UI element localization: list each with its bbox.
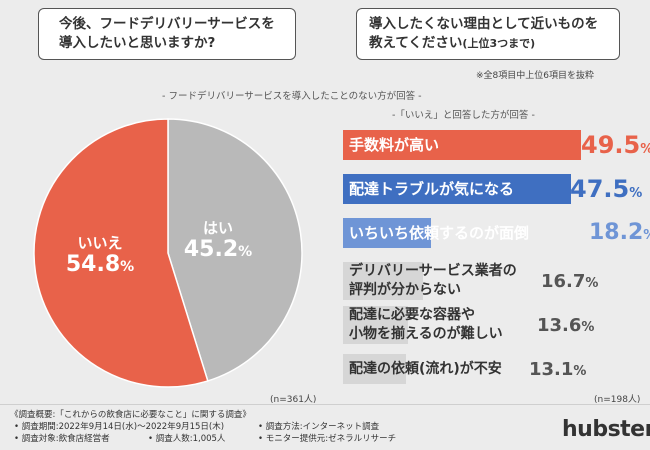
hubster-logo: hubster: [562, 417, 650, 442]
bar-row: 配達の依頼(流れ)が不安 13.1%: [343, 354, 643, 384]
bar-value-number: 47.5: [570, 175, 630, 204]
question-bubble-left: 今後、フードデリバリーサービスを 導入したいと思いますか?: [38, 8, 296, 60]
footer-method: • 調査方法:インターネット調査: [258, 422, 380, 432]
bar-row: 配達トラブルが気になる 47.5%: [343, 174, 643, 204]
question-left-line1: 今後、フードデリバリーサービスを: [59, 16, 275, 32]
bar-label: デリバリーサービス業者の 評判が分からない: [349, 262, 517, 300]
bar-value-unit: %: [643, 228, 650, 243]
bar-value-number: 49.5: [581, 131, 641, 160]
question-right-line2: 教えてください: [369, 35, 463, 51]
bar-value-unit: %: [640, 142, 650, 157]
bar-row: 手数料が高い 49.5%: [343, 130, 650, 160]
pie-slice-yes: [167, 118, 303, 382]
bar-value-unit: %: [629, 186, 643, 202]
bar-value-unit: %: [581, 319, 595, 335]
bar-label-line1: いちいち依頼するのが面倒: [349, 223, 530, 242]
footer-period: • 調査期間:2022年9月14日(水)〜2022年9月15日(木): [14, 422, 225, 432]
bar-row: いちいち依頼するのが面倒 18.2%: [343, 218, 650, 248]
pie-label-yes: はい 45.2%: [178, 219, 258, 263]
bar-value-unit: %: [585, 275, 599, 291]
bar: [343, 130, 581, 160]
question-bubble-right: 導入したくない理由として近いものを 教えてください(上位3つまで): [356, 8, 620, 60]
bar-value: 16.7%: [541, 271, 598, 292]
bar: [343, 174, 572, 204]
bar-value-number: 13.1: [529, 358, 574, 380]
pie-label-yes-name: はい: [202, 219, 233, 237]
footer-count: • 調査人数:1,005人: [148, 434, 226, 444]
question-left-line2: 導入したいと思いますか?: [59, 35, 216, 51]
bar-label-line1: デリバリーサービス業者の: [349, 263, 517, 279]
bar-label: 配達に必要な容器や小物を揃えるのが難しい: [349, 306, 503, 344]
bar-label: いちいち依頼するのが面倒: [349, 224, 529, 243]
question-right-sub: (上位3つまで): [462, 37, 536, 50]
pie-label-no-unit: %: [120, 259, 135, 276]
bar-label-line2: 小物を揃えるのが難しい: [349, 326, 503, 342]
bar: [343, 218, 431, 248]
bar-value-number: 18.2: [589, 220, 644, 246]
bar-value-unit: %: [573, 363, 587, 379]
bar-value: 13.1%: [529, 359, 586, 380]
bar-label: 配達トラブルが気になる: [349, 180, 514, 199]
header-bars: -「いいえ」と回答した方が回答 -: [392, 110, 535, 121]
bar: [343, 306, 409, 344]
question-right-line1: 導入したくない理由として近いものを: [369, 16, 599, 32]
bar-label-line1: 手数料が高い: [349, 135, 440, 154]
bar-value: 47.5%: [570, 175, 642, 203]
n-pie: (n=361人): [270, 395, 317, 405]
bar-value-number: 16.7: [541, 270, 586, 292]
footer-provider: • モニター提供元:ゼネラルリサーチ: [258, 434, 397, 444]
footer-divider: [0, 404, 650, 405]
note-top: ※全8項目中上位6項目を抜粋: [476, 71, 594, 81]
bar-value: 49.5%: [581, 131, 650, 159]
bar-value-number: 13.6: [537, 314, 582, 336]
bar: [343, 354, 406, 384]
bar-label-line1: 配達の依頼(流れ)が不安: [349, 360, 502, 377]
bar-label: 配達の依頼(流れ)が不安: [349, 360, 502, 379]
bar-row: 配達に必要な容器や小物を揃えるのが難しい 13.6%: [343, 306, 643, 344]
pie-label-no: いいえ 54.8%: [60, 234, 140, 278]
bar-label-line2: 評判が分からない: [349, 282, 461, 298]
bar-label-line1: 配達トラブルが気になる: [349, 179, 515, 198]
pie-label-yes-unit: %: [238, 244, 253, 261]
pie-label-no-value: 54.8: [65, 252, 121, 278]
pie-slice-no: [33, 118, 209, 388]
bar-value: 13.6%: [537, 315, 594, 336]
bar-label-line1: 配達に必要な容器や: [349, 307, 475, 323]
bar-value: 18.2%: [589, 220, 650, 245]
footer-title: 《調査概要:「これからの飲食店に必要なこと」に関する調査》: [10, 410, 251, 420]
n-bars: (n=198人): [594, 395, 641, 405]
footer-target: • 調査対象:飲食店経営者: [14, 434, 110, 444]
pie-label-yes-value: 45.2: [183, 237, 239, 263]
header-pie: - フードデリバリーサービスを導入したことのない方が回答 -: [162, 91, 422, 102]
pie-label-no-name: いいえ: [77, 234, 123, 252]
bar-row: デリバリーサービス業者の 評判が分からない 16.7%: [343, 262, 643, 300]
bar: [343, 262, 424, 300]
bar-label: 手数料が高い: [349, 136, 439, 155]
